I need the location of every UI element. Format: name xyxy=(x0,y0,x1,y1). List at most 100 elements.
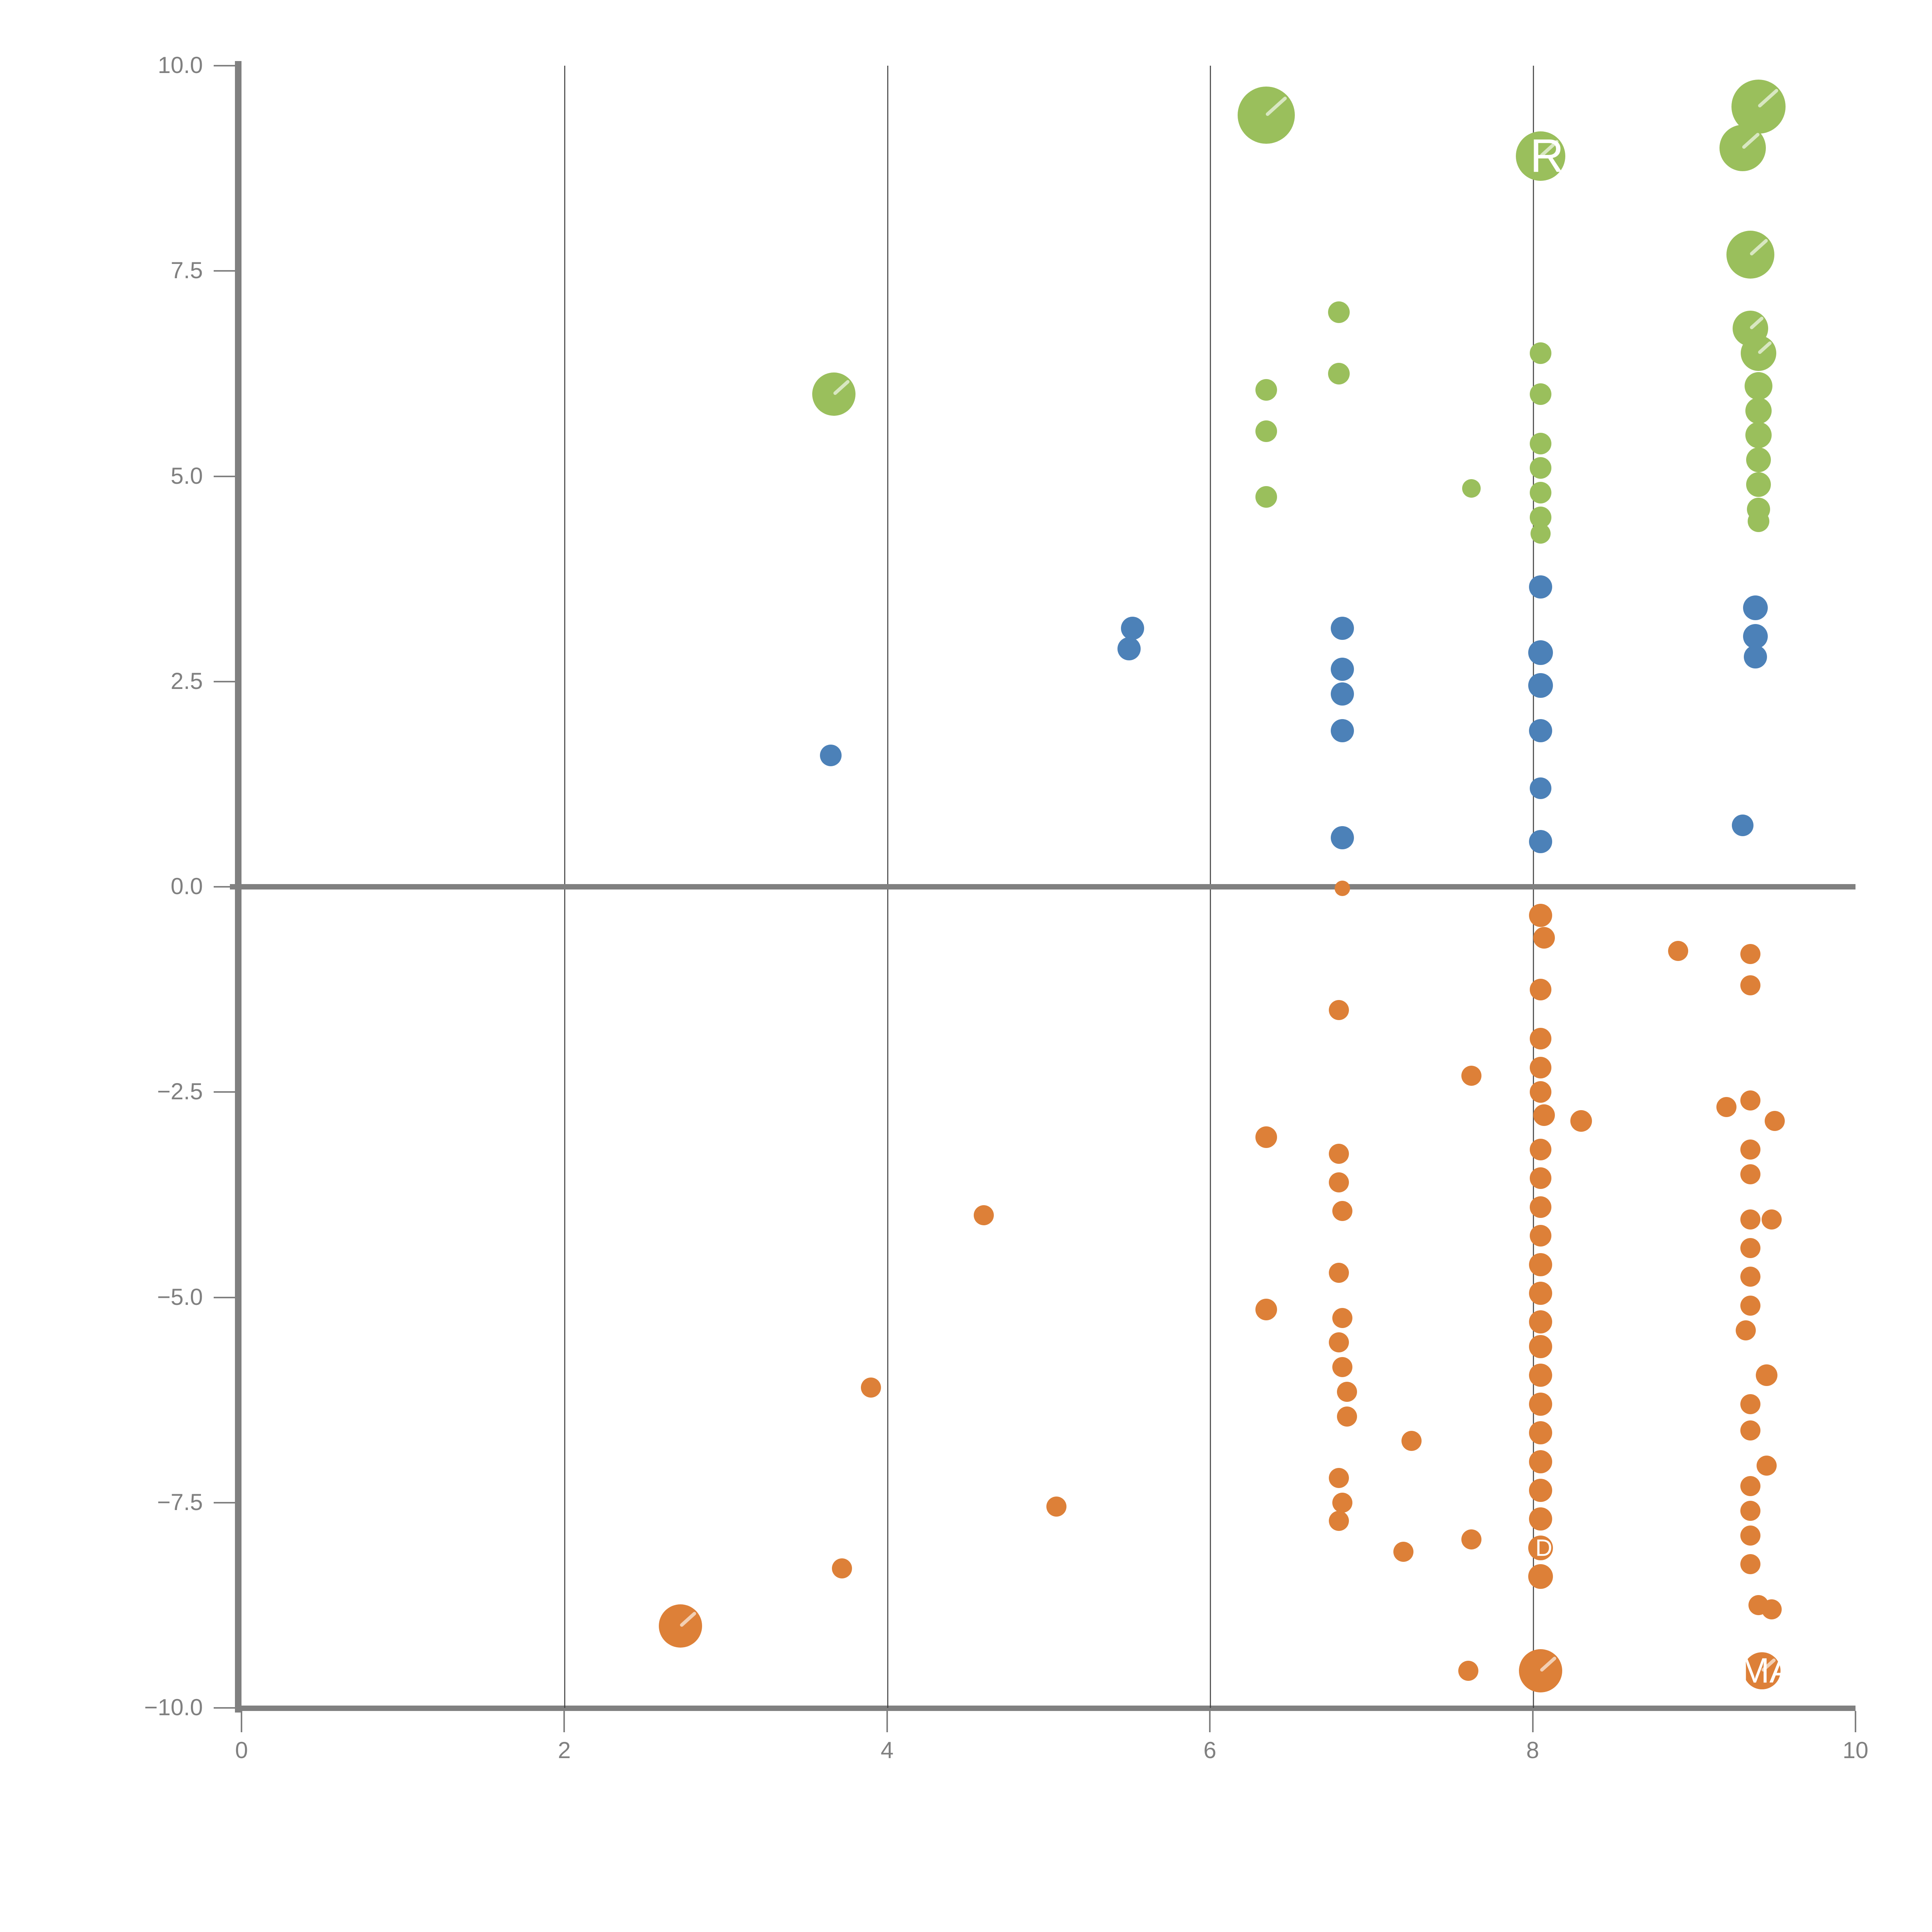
data-point-orange[interactable] xyxy=(1529,1335,1553,1358)
data-point-blue[interactable] xyxy=(1743,624,1768,649)
data-point-orange[interactable] xyxy=(1255,1299,1277,1321)
data-point-orange[interactable] xyxy=(1756,1364,1778,1386)
data-point-blue[interactable] xyxy=(820,745,842,766)
data-point-orange[interactable] xyxy=(1530,978,1552,1000)
data-point-orange[interactable] xyxy=(1740,1164,1761,1184)
data-point-green[interactable] xyxy=(1462,479,1481,498)
data-point-green[interactable] xyxy=(1530,432,1552,454)
data-point-blue[interactable] xyxy=(1330,719,1354,743)
data-point-orange[interactable] xyxy=(1530,1081,1552,1103)
data-point-blue[interactable] xyxy=(1530,777,1552,799)
data-point-orange[interactable] xyxy=(1332,1308,1352,1328)
data-point-orange[interactable] xyxy=(1329,1143,1349,1164)
data-point-orange[interactable] xyxy=(1329,1262,1349,1283)
data-point-orange[interactable] xyxy=(1530,1225,1552,1247)
data-point-green[interactable] xyxy=(1530,383,1552,405)
data-point-orange[interactable] xyxy=(1740,1090,1761,1111)
data-point-orange[interactable] xyxy=(1332,1357,1352,1378)
data-point-orange[interactable] xyxy=(1761,1209,1782,1230)
data-point-orange[interactable] xyxy=(1337,1406,1357,1427)
data-point-orange[interactable] xyxy=(1337,1381,1357,1402)
data-point-blue[interactable] xyxy=(1117,637,1141,660)
data-point-blue[interactable] xyxy=(1744,645,1767,668)
data-point-orange[interactable] xyxy=(1740,1476,1761,1497)
data-point-blue[interactable] xyxy=(1330,616,1354,640)
data-point-green[interactable] xyxy=(1255,379,1277,401)
data-point-blue[interactable] xyxy=(1330,657,1354,681)
data-point-orange[interactable] xyxy=(1740,1139,1761,1160)
data-point-orange[interactable] xyxy=(1529,1364,1553,1387)
data-point-blue[interactable] xyxy=(1743,595,1768,620)
data-point-orange[interactable] xyxy=(1740,1238,1761,1258)
plot-area[interactable]: R D MA xyxy=(230,66,1855,1708)
data-point-orange[interactable] xyxy=(1529,1421,1553,1445)
data-point-green[interactable] xyxy=(1745,422,1772,449)
data-point-orange[interactable] xyxy=(832,1558,852,1578)
data-point-green[interactable] xyxy=(1328,301,1350,323)
data-point-orange[interactable] xyxy=(1740,1267,1761,1287)
data-point-orange[interactable] xyxy=(1740,1525,1761,1546)
data-point-orange[interactable] xyxy=(1740,1394,1761,1414)
data-point-orange[interactable] xyxy=(1530,1167,1552,1189)
data-point-blue[interactable] xyxy=(1121,616,1144,640)
data-point-orange[interactable] xyxy=(1528,1564,1553,1589)
data-point-orange[interactable] xyxy=(1533,1104,1555,1126)
data-point-orange[interactable] xyxy=(1528,1535,1553,1560)
data-point-green[interactable] xyxy=(1531,524,1551,544)
data-point-orange[interactable] xyxy=(1740,1420,1761,1440)
data-point-orange[interactable] xyxy=(1740,1295,1761,1316)
data-point-green[interactable] xyxy=(1745,397,1772,424)
data-point-orange[interactable] xyxy=(1757,1456,1777,1476)
data-point-blue[interactable] xyxy=(1529,575,1553,599)
data-point-green[interactable] xyxy=(1530,342,1552,364)
data-point-blue[interactable] xyxy=(1330,682,1354,706)
data-point-orange[interactable] xyxy=(1529,1281,1553,1305)
data-point-blue[interactable] xyxy=(1528,673,1553,698)
data-point-orange[interactable] xyxy=(1668,940,1688,961)
data-point-orange[interactable] xyxy=(1735,1320,1756,1340)
data-point-orange[interactable] xyxy=(1740,1501,1761,1521)
data-point-orange[interactable] xyxy=(1329,1468,1349,1488)
data-point-green[interactable] xyxy=(1746,447,1771,472)
data-point-orange[interactable] xyxy=(1740,944,1761,964)
data-point-orange[interactable] xyxy=(1740,1209,1761,1230)
data-point-blue[interactable] xyxy=(1731,814,1753,836)
data-point-blue[interactable] xyxy=(1528,640,1553,665)
data-point-orange[interactable] xyxy=(1530,1139,1552,1160)
data-point-orange[interactable] xyxy=(1716,1097,1736,1117)
data-point-blue[interactable] xyxy=(1529,830,1553,854)
data-point-orange[interactable] xyxy=(1329,1172,1349,1192)
data-point-orange[interactable] xyxy=(1530,1028,1552,1050)
data-point-orange[interactable] xyxy=(1046,1497,1067,1517)
data-point-orange[interactable] xyxy=(1461,1065,1481,1086)
data-point-orange[interactable] xyxy=(1740,1554,1761,1575)
data-point-green[interactable] xyxy=(1328,362,1350,384)
data-point-orange[interactable] xyxy=(1533,927,1555,949)
data-point-orange[interactable] xyxy=(1740,975,1761,995)
data-point-green[interactable] xyxy=(1255,486,1277,508)
data-point-orange[interactable] xyxy=(1329,1000,1349,1020)
data-point-blue[interactable] xyxy=(1330,826,1354,849)
data-point-orange[interactable] xyxy=(1529,1507,1553,1531)
data-point-orange[interactable] xyxy=(1529,1392,1553,1416)
data-point-green[interactable] xyxy=(1746,472,1771,497)
data-point-orange[interactable] xyxy=(1329,1510,1349,1531)
data-point-green[interactable] xyxy=(1530,482,1552,503)
data-point-orange[interactable] xyxy=(1529,1310,1553,1334)
data-point-orange[interactable] xyxy=(1530,1196,1552,1218)
data-point-blue[interactable] xyxy=(1529,719,1553,743)
data-point-green[interactable] xyxy=(1745,372,1773,400)
data-point-orange[interactable] xyxy=(1332,1492,1352,1513)
data-point-orange[interactable] xyxy=(1570,1110,1592,1132)
data-point-orange[interactable] xyxy=(861,1378,881,1398)
data-point-orange[interactable] xyxy=(1461,1529,1481,1550)
data-point-orange[interactable] xyxy=(1530,1056,1552,1078)
data-point-orange[interactable] xyxy=(974,1205,994,1225)
data-point-orange[interactable] xyxy=(1332,1201,1352,1221)
data-point-orange[interactable] xyxy=(1458,1661,1478,1681)
data-point-orange[interactable] xyxy=(1529,1478,1553,1502)
data-point-orange[interactable] xyxy=(1529,1253,1553,1276)
data-point-orange[interactable] xyxy=(1401,1431,1422,1451)
data-point-green[interactable] xyxy=(1255,420,1277,442)
data-point-orange[interactable] xyxy=(1529,1450,1553,1473)
